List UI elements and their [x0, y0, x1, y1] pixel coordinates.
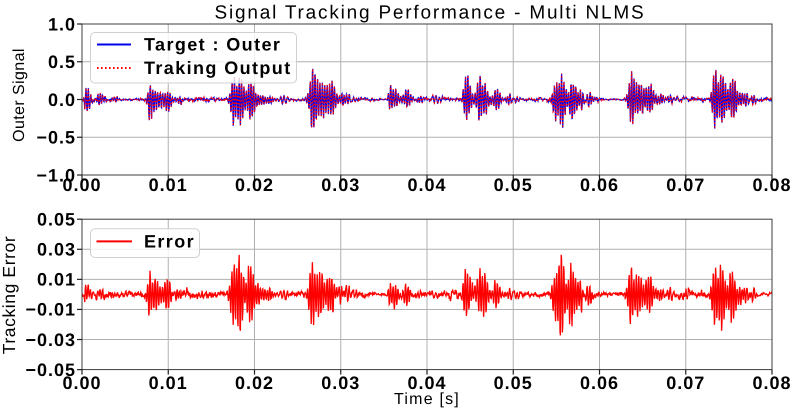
- svg-text:0.03: 0.03: [37, 240, 76, 260]
- svg-text:Signal Tracking Performance -: Signal Tracking Performance - Multi NLMS: [214, 3, 645, 24]
- svg-text:0.06: 0.06: [580, 175, 619, 195]
- svg-text:0.5: 0.5: [48, 52, 76, 72]
- svg-text:Outer Signal: Outer Signal: [11, 48, 28, 142]
- svg-text:0.03: 0.03: [321, 175, 360, 195]
- svg-text:0.02: 0.02: [235, 175, 274, 195]
- svg-text:0.06: 0.06: [580, 373, 619, 393]
- svg-text:0.04: 0.04: [407, 175, 446, 195]
- svg-text:0.00: 0.00: [62, 373, 101, 393]
- svg-text:−0.05: −0.05: [25, 360, 76, 380]
- svg-text:0.02: 0.02: [235, 373, 274, 393]
- svg-text:0.04: 0.04: [407, 373, 446, 393]
- svg-text:−0.5: −0.5: [36, 128, 76, 148]
- svg-text:0.05: 0.05: [494, 373, 533, 393]
- svg-text:Tracking Error: Tracking Error: [0, 236, 19, 355]
- svg-text:−1.0: −1.0: [36, 165, 76, 185]
- svg-text:0.03: 0.03: [321, 373, 360, 393]
- svg-text:0.07: 0.07: [666, 175, 705, 195]
- svg-text:Time [s]: Time [s]: [394, 391, 460, 408]
- svg-text:1.0: 1.0: [48, 14, 76, 34]
- svg-text:0.08: 0.08: [752, 175, 791, 195]
- svg-text:Traking Output: Traking Output: [144, 58, 292, 78]
- svg-text:0.01: 0.01: [149, 373, 188, 393]
- svg-text:0.01: 0.01: [149, 175, 188, 195]
- svg-text:0.00: 0.00: [62, 175, 101, 195]
- svg-text:−0.03: −0.03: [25, 330, 76, 350]
- svg-text:Error: Error: [144, 232, 195, 252]
- svg-text:−0.01: −0.01: [25, 300, 76, 320]
- svg-text:0.07: 0.07: [666, 373, 705, 393]
- svg-text:0.08: 0.08: [752, 373, 791, 393]
- svg-text:0.05: 0.05: [37, 210, 76, 230]
- svg-text:0.05: 0.05: [494, 175, 533, 195]
- svg-text:0.0: 0.0: [48, 90, 76, 110]
- svg-text:Target : Outer: Target : Outer: [144, 35, 281, 55]
- svg-text:0.01: 0.01: [37, 270, 76, 290]
